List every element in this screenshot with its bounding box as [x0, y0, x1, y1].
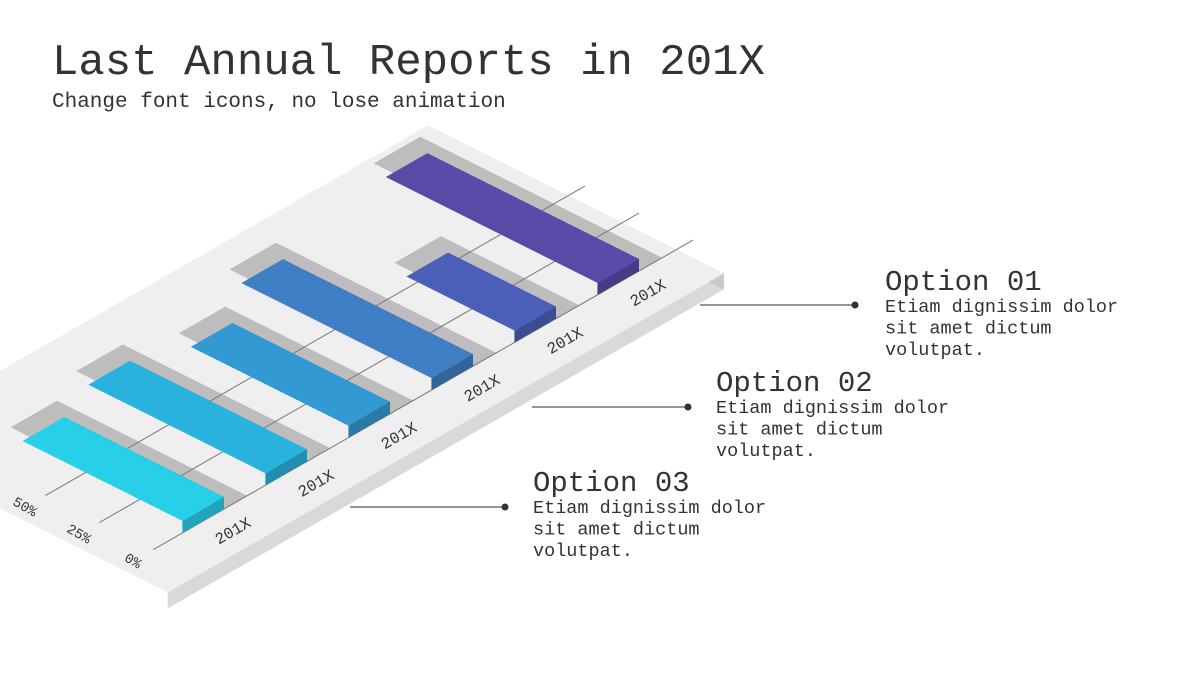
bar-front	[597, 259, 639, 295]
bar-top	[241, 259, 473, 379]
bar	[241, 259, 473, 391]
subtitle: Change font icons, no lose animation	[52, 91, 506, 114]
bar-front-shade	[182, 497, 224, 533]
platform-side	[167, 273, 724, 609]
bar-front	[514, 306, 556, 343]
bar-top	[190, 323, 390, 426]
callout-text: Etiam dignissim dolor	[885, 297, 1118, 318]
bar-top	[406, 252, 556, 331]
bar	[88, 360, 307, 486]
leader-dot	[684, 403, 692, 411]
title: Last Annual Reports in 201X	[52, 38, 765, 88]
callout-text: Etiam dignissim dolor	[533, 498, 766, 519]
leader-dot	[851, 301, 859, 309]
grid-line	[153, 239, 694, 550]
callout-text: volutpat.	[533, 541, 633, 562]
bar-front-shade	[597, 259, 639, 295]
bar-front	[348, 401, 390, 438]
leader-dot	[501, 503, 509, 511]
bar	[406, 252, 556, 343]
callout-title: Option 03	[533, 467, 690, 500]
bar-front	[182, 497, 224, 533]
bar-top	[88, 360, 307, 474]
bar-top	[22, 417, 224, 521]
bar-top	[385, 153, 639, 283]
callout-text: volutpat.	[716, 441, 816, 462]
callout-title: Option 01	[885, 266, 1042, 299]
bar-front-shade	[265, 449, 307, 486]
callout-text: volutpat.	[885, 340, 985, 361]
bar	[385, 153, 639, 295]
callout-text: sit amet dictum	[716, 420, 883, 441]
bar-front-shade	[514, 306, 556, 343]
callout-title: Option 02	[716, 367, 873, 400]
bar	[22, 417, 224, 533]
bar-front	[265, 449, 307, 486]
callout-text: sit amet dictum	[533, 520, 700, 541]
bar-front	[431, 354, 473, 391]
bar	[190, 323, 390, 438]
bar-front-shade	[431, 354, 473, 391]
y-tick-label: 0%	[121, 551, 144, 574]
grid-line	[99, 212, 640, 523]
callout-text: Etiam dignissim dolor	[716, 398, 949, 419]
callout-text: sit amet dictum	[885, 319, 1052, 340]
grid-line	[45, 185, 586, 496]
bar-front-shade	[348, 401, 390, 438]
